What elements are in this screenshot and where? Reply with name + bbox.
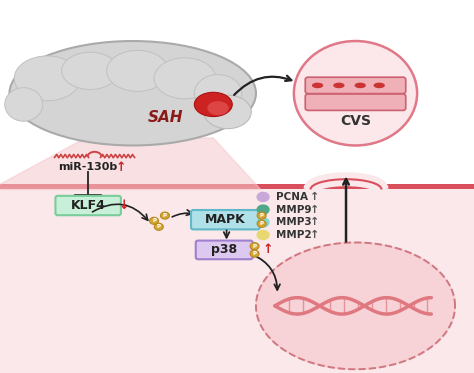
- Ellipse shape: [14, 56, 81, 101]
- Text: KLF4: KLF4: [71, 199, 106, 212]
- Text: p38: p38: [211, 244, 237, 256]
- Ellipse shape: [9, 41, 256, 145]
- Text: ↑: ↑: [263, 244, 273, 256]
- Circle shape: [256, 192, 270, 202]
- Text: MMP9: MMP9: [276, 205, 312, 214]
- Ellipse shape: [312, 82, 323, 88]
- Circle shape: [149, 217, 158, 224]
- Circle shape: [250, 242, 259, 250]
- Ellipse shape: [62, 52, 118, 90]
- Text: MMP3: MMP3: [276, 217, 312, 227]
- Text: P: P: [260, 213, 264, 218]
- FancyBboxPatch shape: [196, 241, 253, 259]
- Text: MMP2: MMP2: [276, 230, 312, 240]
- Circle shape: [256, 230, 270, 240]
- Text: PCNA: PCNA: [276, 192, 309, 202]
- Polygon shape: [0, 138, 261, 189]
- Bar: [0, 184, 474, 189]
- Ellipse shape: [333, 82, 345, 88]
- Text: MAPK: MAPK: [205, 213, 246, 226]
- Text: ↑: ↑: [116, 161, 126, 173]
- Text: P: P: [260, 221, 264, 226]
- Ellipse shape: [5, 88, 43, 121]
- Text: ↑: ↑: [310, 192, 319, 202]
- Ellipse shape: [194, 75, 242, 112]
- Ellipse shape: [204, 95, 251, 129]
- Text: P: P: [163, 213, 167, 218]
- Circle shape: [257, 220, 266, 227]
- Circle shape: [160, 212, 170, 219]
- FancyBboxPatch shape: [55, 196, 121, 215]
- Bar: [0, 0, 474, 186]
- Text: miR-130b: miR-130b: [58, 162, 118, 172]
- Circle shape: [155, 223, 163, 230]
- Bar: [0, 186, 474, 373]
- Ellipse shape: [374, 82, 385, 88]
- Ellipse shape: [355, 82, 366, 88]
- Text: ↑: ↑: [310, 230, 319, 240]
- Text: P: P: [253, 244, 256, 249]
- Text: P: P: [157, 224, 161, 229]
- FancyBboxPatch shape: [191, 210, 260, 229]
- Ellipse shape: [294, 41, 417, 145]
- Ellipse shape: [154, 58, 216, 99]
- Circle shape: [256, 217, 270, 228]
- FancyBboxPatch shape: [305, 94, 406, 110]
- Text: ↓: ↓: [119, 199, 129, 212]
- Circle shape: [256, 204, 270, 215]
- FancyBboxPatch shape: [305, 77, 406, 94]
- Ellipse shape: [194, 92, 232, 116]
- Text: ↑: ↑: [310, 217, 319, 227]
- Text: ↑: ↑: [310, 205, 319, 214]
- Text: P: P: [253, 251, 256, 256]
- Ellipse shape: [208, 101, 228, 115]
- Polygon shape: [256, 242, 455, 369]
- Circle shape: [257, 212, 266, 219]
- Text: CVS: CVS: [340, 114, 371, 128]
- Text: SAH: SAH: [148, 110, 183, 125]
- Circle shape: [250, 250, 259, 257]
- Text: P: P: [152, 218, 156, 223]
- Ellipse shape: [107, 50, 168, 91]
